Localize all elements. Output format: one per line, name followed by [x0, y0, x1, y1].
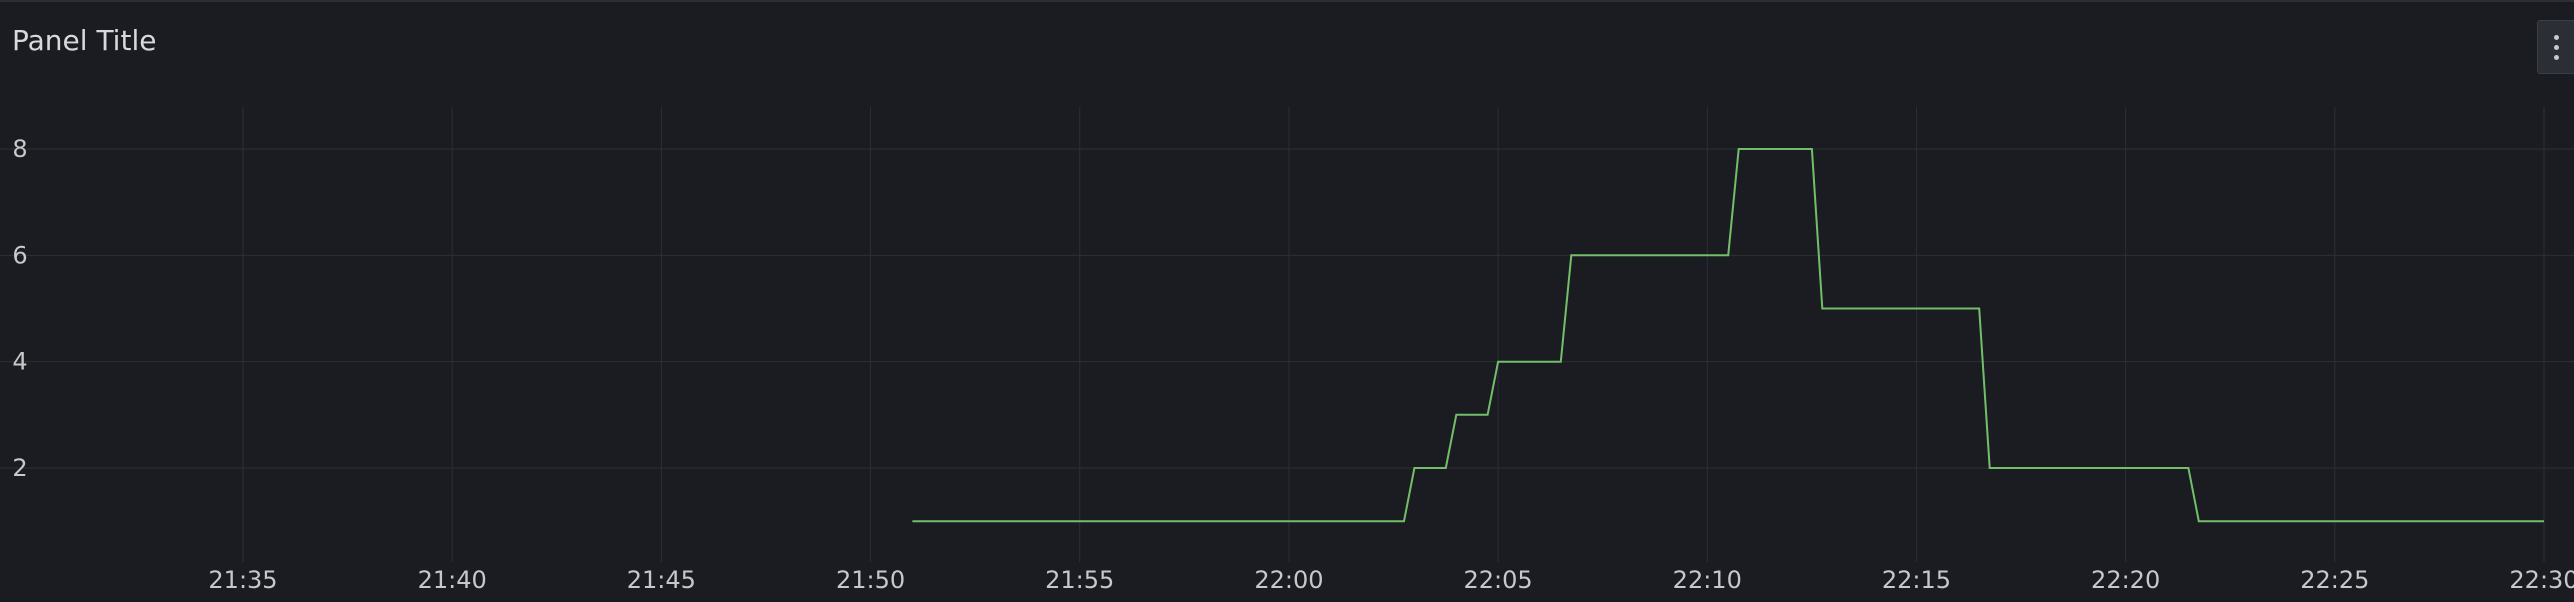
data-point[interactable]: [2184, 464, 2192, 472]
data-point[interactable]: [1808, 145, 1816, 153]
kebab-menu-dot: [2553, 44, 2559, 50]
data-point[interactable]: [1735, 145, 1743, 153]
kebab-menu-dot: [2553, 54, 2559, 60]
data-point[interactable]: [1567, 251, 1575, 259]
y-axis-ticks: 2 4 6 8: [12, 135, 27, 482]
panel-title[interactable]: Panel Title: [12, 24, 157, 57]
y-tick-label: 6: [12, 241, 27, 269]
data-point[interactable]: [1494, 358, 1502, 366]
x-tick-label: 22:10: [1673, 566, 1742, 594]
data-point[interactable]: [1400, 517, 1408, 525]
data-point[interactable]: [1818, 305, 1826, 313]
x-tick-label: 21:55: [1045, 566, 1114, 594]
x-tick-label: 21:40: [418, 566, 487, 594]
data-point[interactable]: [1557, 358, 1565, 366]
x-tick-label: 21:50: [836, 566, 905, 594]
data-point[interactable]: [1442, 464, 1450, 472]
x-tick-label: 22:00: [1254, 566, 1323, 594]
data-point[interactable]: [1452, 411, 1460, 419]
x-tick-label: 22:05: [1464, 566, 1533, 594]
data-point[interactable]: [1975, 305, 1983, 313]
x-tick-label: 21:35: [208, 566, 277, 594]
panel-menu-button[interactable]: [2537, 20, 2574, 74]
x-tick-label: 22:25: [2300, 566, 2369, 594]
x-tick-label: 22:15: [1882, 566, 1951, 594]
y-tick-label: 8: [12, 135, 27, 163]
y-tick-label: 2: [12, 454, 27, 482]
x-tick-label: 22:20: [2091, 566, 2160, 594]
y-tick-label: 4: [12, 348, 27, 376]
series-line-0[interactable]: [912, 148, 2544, 523]
data-point[interactable]: [2195, 517, 2203, 525]
data-point[interactable]: [1986, 464, 1994, 472]
data-point[interactable]: [1724, 251, 1732, 259]
x-tick-label: 22:30: [2509, 566, 2574, 594]
x-tick-label: 21:45: [627, 566, 696, 594]
data-point[interactable]: [908, 517, 916, 525]
x-axis-ticks: 21:35 21:40 21:45 21:50 21:55 22:00 22:05 22:10…: [208, 566, 2574, 594]
data-point[interactable]: [1410, 464, 1418, 472]
data-point[interactable]: [2540, 517, 2548, 525]
grid-lines: [0, 107, 2574, 562]
data-point[interactable]: [1484, 411, 1492, 419]
kebab-menu-icon: [2553, 34, 2559, 40]
series-group: [908, 145, 2548, 525]
